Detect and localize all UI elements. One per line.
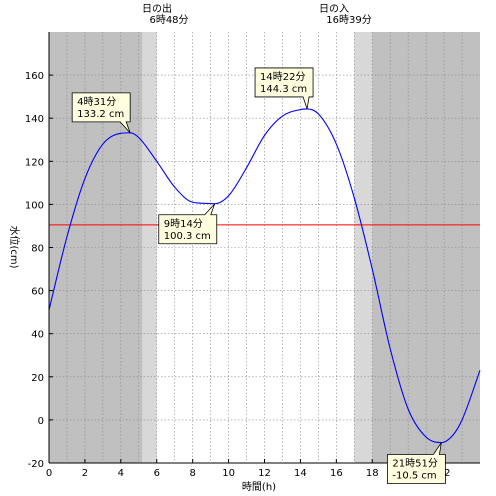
x-tick-label: 10 — [222, 468, 235, 479]
callout-box — [386, 442, 446, 484]
y-tick-label: 0 — [38, 416, 44, 427]
x-tick-label: 2 — [82, 468, 88, 479]
annotation-callout: 21時51分-10.5 cm — [386, 442, 446, 484]
y-tick-label: -20 — [28, 459, 44, 470]
y-axis-label: 水位(cm) — [8, 225, 21, 268]
x-tick-label: 4 — [118, 468, 124, 479]
x-tick-label: 6 — [154, 468, 160, 479]
y-tick-label: 20 — [31, 373, 44, 384]
y-tick-label: 40 — [31, 330, 44, 341]
callout-time: 21時51分 — [392, 458, 437, 470]
callout-time: 9時14分 — [164, 218, 203, 230]
dusk-twilight — [354, 32, 373, 463]
y-tick-label: 60 — [31, 287, 44, 298]
dawn-twilight — [142, 32, 157, 463]
series-layer — [48, 108, 481, 444]
x-tick-label: 14 — [294, 468, 307, 479]
callout-level: -10.5 cm — [392, 471, 436, 482]
callout-level: 144.3 cm — [260, 84, 307, 95]
x-axis-label: 時間(h) — [242, 481, 276, 493]
callout-time: 4時31分 — [77, 96, 116, 108]
y-tick-label: 80 — [31, 244, 44, 255]
sunrise-time: 6時48分 — [149, 14, 188, 26]
x-tick-label: 0 — [46, 468, 52, 479]
x-tick-label: 8 — [189, 468, 195, 479]
tide-level-line — [48, 108, 481, 444]
callout-time: 14時22分 — [260, 71, 305, 83]
sunset-time: 16時39分 — [326, 14, 371, 26]
callout-box — [71, 92, 131, 134]
callout-level: 133.2 cm — [77, 109, 124, 120]
callout-level: 100.3 cm — [164, 231, 211, 242]
night-evening — [372, 32, 480, 463]
callout-box — [254, 67, 314, 110]
y-tick-label: 140 — [25, 114, 44, 125]
x-tick-label: 18 — [366, 468, 379, 479]
y-tick-label: 120 — [25, 157, 44, 168]
sunset-label: 日の入 — [319, 4, 349, 15]
x-tick-label: 12 — [258, 468, 271, 479]
y-tick-label: 160 — [25, 71, 44, 82]
x-tick-label: 16 — [330, 468, 343, 479]
y-tick-label: 100 — [25, 200, 44, 211]
callout-box — [158, 203, 218, 245]
sunrise-label: 日の出 — [142, 2, 172, 15]
